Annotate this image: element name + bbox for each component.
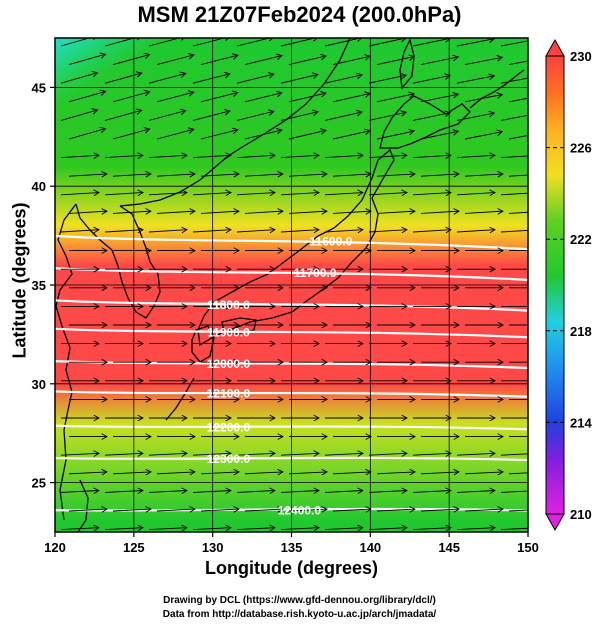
height-contour [55, 456, 528, 462]
colorbar-ticks: 210 214 218 222 226 230 [546, 49, 592, 522]
colorbar-tick-label: 226 [570, 141, 592, 156]
colorbar-tick-label: 230 [570, 49, 592, 64]
coastline-hokkaido [379, 95, 471, 149]
coastline-honshu [197, 148, 395, 347]
cold-corner-shading [55, 38, 165, 108]
x-tick-label: 120 [44, 540, 66, 555]
x-tick-label: 130 [202, 540, 224, 555]
wind-vectors [60, 38, 528, 532]
x-tick-label: 125 [123, 540, 145, 555]
height-contours [55, 234, 528, 512]
contour-label: 12400.0 [278, 503, 322, 517]
y-tick-label: 25 [32, 476, 46, 491]
height-contour [55, 299, 528, 312]
height-contour [55, 234, 528, 251]
colorbar-tick-label: 210 [570, 507, 592, 522]
colorbar-top-arrow [545, 38, 565, 57]
coastline-taiwan [77, 479, 89, 532]
colorbar-bottom-arrow [545, 513, 565, 532]
map-title: MSM 21Z07Feb2024 (200.0hPa) [137, 2, 462, 27]
contour-label: 12100.0 [207, 387, 251, 401]
contour-label: 12200.0 [207, 420, 251, 434]
colorbar-tick-label: 222 [570, 232, 592, 247]
gridlines [55, 38, 528, 532]
colorbar-body [545, 55, 565, 515]
coastline-china [55, 203, 77, 521]
x-axis-ticks: 120 125 130 135 140 145 150 [44, 532, 539, 555]
y-axis-ticks: 25 30 35 40 45 [32, 80, 55, 491]
contour-label: 11600.0 [310, 235, 353, 249]
coastline-sakhalin [399, 38, 415, 90]
colorbar: 210 214 218 222 226 230 [545, 38, 592, 532]
colorbar-tick-label: 218 [570, 324, 592, 339]
x-tick-label: 145 [438, 540, 460, 555]
x-axis-label: Longitude (degrees) [204, 558, 378, 578]
contour-label: 12000.0 [207, 357, 251, 371]
y-tick-label: 45 [32, 80, 46, 95]
contour-labels: 11600.0 11700.0 11800.0 11900.0 12000.0 12100… [207, 235, 353, 518]
y-axis-label: Latitude (degrees) [9, 202, 30, 359]
x-tick-label: 135 [281, 540, 303, 555]
height-contour [55, 267, 528, 282]
y-tick-label: 30 [32, 377, 46, 392]
x-tick-label: 150 [517, 540, 539, 555]
contour-label: 12300.0 [207, 452, 251, 466]
coastline-kyushu [191, 325, 215, 363]
contour-label: 11800.0 [207, 298, 250, 312]
height-contour [55, 424, 528, 431]
coastline-kurils [469, 69, 525, 109]
coastline-ryukyu [165, 377, 195, 421]
height-contour [55, 390, 528, 398]
x-tick-label: 140 [359, 540, 381, 555]
y-tick-label: 35 [32, 278, 46, 293]
credit-data-source: Data from http://database.rish.kyoto-u.a… [162, 609, 437, 620]
contour-label: 11700.0 [294, 266, 337, 280]
y-tick-label: 40 [32, 179, 46, 194]
colorbar-tick-label: 214 [570, 415, 592, 430]
credit-drawing: Drawing by DCL (https://www.gfd-dennou.o… [163, 595, 436, 606]
height-contour [55, 327, 528, 339]
contour-label: 11900.0 [207, 325, 250, 339]
